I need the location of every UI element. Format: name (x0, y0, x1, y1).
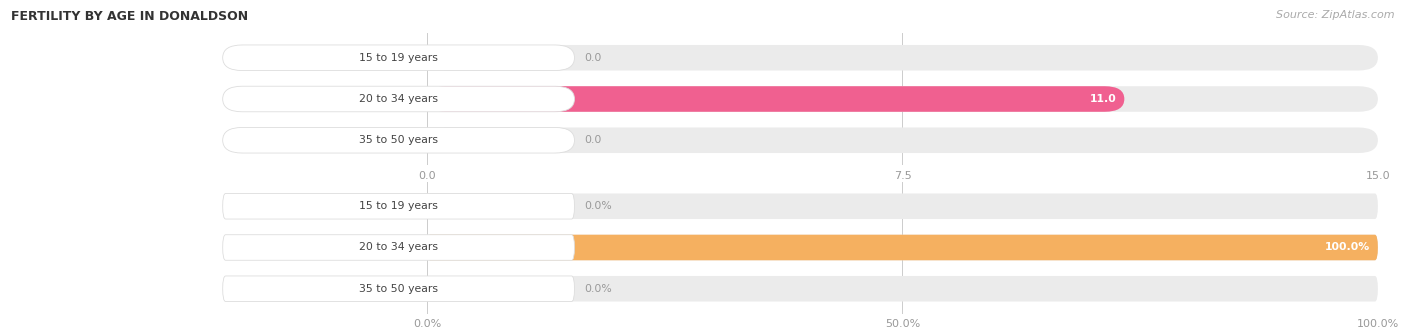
FancyBboxPatch shape (427, 127, 1378, 153)
FancyBboxPatch shape (222, 235, 575, 260)
Text: 0.0: 0.0 (583, 53, 602, 63)
FancyBboxPatch shape (427, 86, 1125, 112)
Text: 35 to 50 years: 35 to 50 years (359, 284, 439, 294)
Text: Source: ZipAtlas.com: Source: ZipAtlas.com (1277, 10, 1395, 20)
Text: 100.0%: 100.0% (1324, 243, 1371, 252)
FancyBboxPatch shape (427, 86, 1378, 112)
FancyBboxPatch shape (427, 235, 1378, 260)
Text: 15 to 19 years: 15 to 19 years (359, 53, 439, 63)
Text: 11.0: 11.0 (1090, 94, 1116, 104)
FancyBboxPatch shape (427, 193, 1378, 219)
Text: 0.0%: 0.0% (583, 201, 612, 211)
Text: 20 to 34 years: 20 to 34 years (359, 243, 439, 252)
FancyBboxPatch shape (222, 86, 575, 112)
FancyBboxPatch shape (222, 193, 575, 219)
FancyBboxPatch shape (222, 45, 575, 71)
FancyBboxPatch shape (222, 276, 575, 302)
Text: 35 to 50 years: 35 to 50 years (359, 135, 439, 145)
FancyBboxPatch shape (427, 45, 1378, 71)
FancyBboxPatch shape (427, 276, 1378, 302)
FancyBboxPatch shape (222, 127, 575, 153)
Text: FERTILITY BY AGE IN DONALDSON: FERTILITY BY AGE IN DONALDSON (11, 10, 249, 23)
Text: 0.0: 0.0 (583, 135, 602, 145)
Text: 15 to 19 years: 15 to 19 years (359, 201, 439, 211)
FancyBboxPatch shape (427, 235, 1378, 260)
Text: 20 to 34 years: 20 to 34 years (359, 94, 439, 104)
Text: 0.0%: 0.0% (583, 284, 612, 294)
